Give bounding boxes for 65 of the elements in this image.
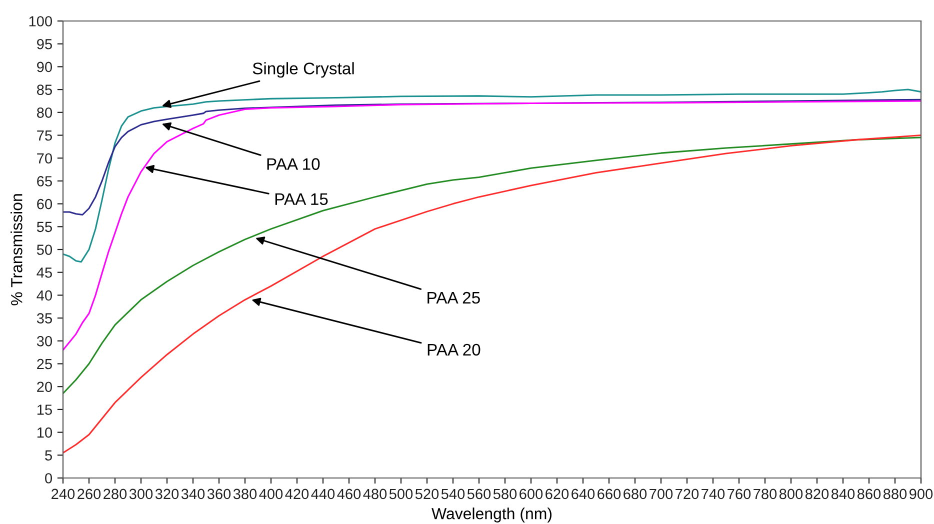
x-tick-label: 280 [104,488,127,500]
y-tick-label: 10 [37,427,52,438]
y-tick-label: 100 [29,16,52,26]
y-tick-label: 15 [37,404,52,415]
y-tick-label: 50 [36,244,52,255]
y-tick-label: 95 [37,38,52,50]
x-tick-label: 760 [728,488,751,500]
x-tick-label: 240 [52,488,75,500]
x-tick-label: 880 [883,488,907,500]
y-tick-label: 40 [36,290,52,301]
x-tick-label: 460 [337,488,361,500]
y-tick-label: 0 [45,473,52,484]
x-tick-label: 820 [805,488,829,500]
line-series [63,88,921,263]
x-tick-label: 600 [520,488,543,500]
annotation: PAA 15 [275,193,328,206]
x-tick-label: 700 [650,488,673,500]
y-tick-label: 90 [37,62,52,72]
x-tick-label: 520 [415,488,439,500]
x-tick-label: 440 [311,488,335,500]
y-tick-label: 60 [37,198,52,210]
y-tick-label: 85 [36,84,52,95]
x-tick-label: 800 [779,488,803,500]
x-tick-label: 840 [831,488,855,500]
x-tick-label: 900 [910,488,933,500]
y-tick-label: 65 [37,176,52,186]
y-tick-label: 25 [37,358,52,370]
x-tick-label: 680 [624,488,647,500]
x-tick-label: 780 [754,488,777,500]
y-tick-label: 35 [36,313,52,324]
y-tick-label: 70 [37,153,52,164]
y-tick-label: 45 [36,268,52,278]
annotation: PAA 10 [267,158,320,170]
x-tick-label: 740 [702,488,725,500]
y-tick-label: 55 [36,222,52,232]
x-tick-label: 620 [546,488,569,500]
x-tick-label: 360 [207,488,231,500]
annotation: PAA 20 [428,344,480,356]
x-tick-label: 380 [233,488,257,500]
y-axis-title: % Transmission [10,194,22,306]
x-tick-label: 320 [155,488,179,500]
x-tick-label: 300 [129,488,153,500]
annotation: PAA 25 [428,292,480,304]
x-tick-label: 860 [857,488,881,500]
y-tick-label: 75 [37,130,52,141]
y-tick-label: 30 [36,336,52,346]
y-tick-label: 20 [37,382,52,392]
y-tick-label: 80 [36,108,52,118]
x-axis-title: Wavelength (nm) [432,508,552,522]
x-tick-label: 480 [363,488,387,500]
x-tick-label: 660 [598,488,621,500]
x-tick-label: 580 [493,488,517,500]
x-tick-label: 540 [441,488,465,500]
line-series [63,136,921,394]
x-tick-label: 400 [259,488,283,500]
x-tick-label: 720 [676,488,699,500]
x-tick-label: 500 [389,488,413,500]
x-tick-label: 640 [572,488,595,500]
x-tick-label: 340 [181,488,205,500]
annotation: Single Crystal [252,62,354,78]
y-tick-label: 5 [45,450,52,461]
x-tick-label: 420 [285,488,309,500]
x-tick-label: 260 [78,488,101,500]
x-tick-label: 560 [467,488,491,500]
line-series [63,134,921,454]
